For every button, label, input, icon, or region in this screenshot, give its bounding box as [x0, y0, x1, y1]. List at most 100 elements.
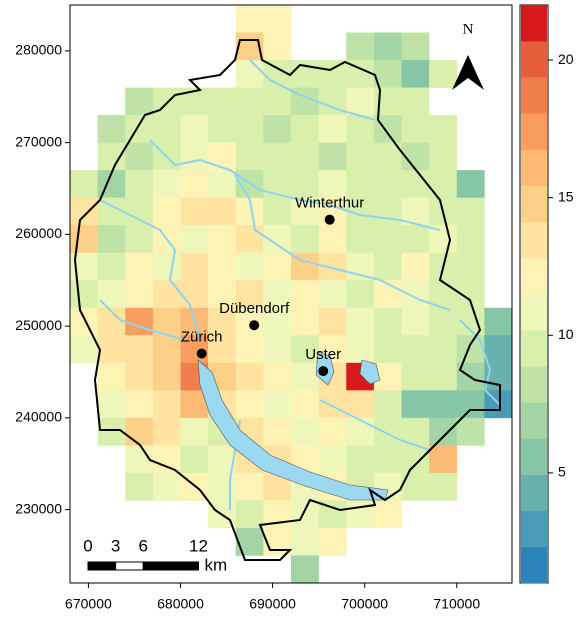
- grid-cell: [401, 32, 430, 61]
- scale-bar-label: 12: [189, 536, 208, 555]
- grid-cell: [70, 225, 98, 254]
- grid-cell: [291, 555, 319, 584]
- river: [249, 59, 376, 121]
- grid-cell: [373, 32, 402, 61]
- grid-cell: [152, 390, 181, 419]
- grid-cell: [291, 335, 319, 364]
- grid-cell: [346, 142, 375, 171]
- grid-cell: [97, 225, 126, 254]
- grid-cell: [97, 252, 126, 281]
- river: [459, 319, 501, 406]
- grid-cell: [401, 362, 430, 391]
- colorbar-band: [521, 41, 547, 78]
- grid-cell: [429, 445, 458, 474]
- city-point: [324, 214, 335, 225]
- colorbar-band: [521, 257, 547, 295]
- city-label: Zürich: [181, 329, 223, 346]
- grid-cell: [152, 115, 181, 143]
- grid-cell: [456, 170, 485, 198]
- grid-cell: [401, 307, 430, 336]
- grid-cell: [429, 225, 458, 254]
- grid-cell: [125, 87, 154, 116]
- river: [319, 399, 431, 451]
- grid-cell: [208, 115, 237, 143]
- grid-cell: [401, 390, 430, 419]
- grid-cell: [125, 252, 154, 281]
- grid-cell: [180, 445, 209, 474]
- scale-bar-segment: [87, 561, 117, 571]
- grid-cell: [429, 115, 458, 143]
- grid-cell: [346, 170, 375, 198]
- grid-cell: [291, 170, 319, 198]
- grid-cell: [484, 335, 513, 364]
- colorbar-tick-label: 5: [558, 464, 566, 480]
- grid-cell: [263, 335, 292, 364]
- grid-cell: [125, 362, 154, 391]
- colorbar-band: [521, 113, 547, 150]
- grid-cell: [180, 115, 209, 143]
- grid-cell: [235, 115, 264, 143]
- grid-cell: [97, 280, 126, 309]
- grid-cell: [401, 115, 430, 143]
- grid-cell: [125, 197, 154, 226]
- grid-cell: [291, 142, 319, 171]
- grid-cell: [263, 32, 292, 61]
- grid-cell: [125, 417, 154, 446]
- grid-cell: [401, 225, 430, 254]
- grid-cell: [263, 197, 292, 226]
- city-point: [249, 320, 260, 331]
- grid-cell: [125, 225, 154, 254]
- grid-cell: [263, 390, 292, 419]
- grid-cell: [125, 472, 154, 501]
- grid-cell: [346, 280, 375, 309]
- grid-cell: [152, 445, 181, 474]
- grid-cell: [125, 307, 154, 336]
- grid-cell: [401, 280, 430, 309]
- grid-cell: [70, 307, 98, 336]
- grid-cell: [125, 390, 154, 419]
- grid-cell: [291, 280, 319, 309]
- grid-cell: [125, 115, 154, 143]
- lakes: [197, 351, 389, 501]
- grid-cell: [456, 390, 485, 419]
- grid-cell: [97, 335, 126, 364]
- grid-cell: [456, 197, 485, 226]
- grid-cell: [235, 472, 264, 501]
- grid-cell: [401, 87, 430, 116]
- grid-cell: [346, 87, 375, 116]
- scale-bar-unit: km: [205, 555, 228, 574]
- grid-cell: [235, 500, 264, 529]
- grid-cell: [318, 445, 347, 474]
- plot-frame: [69, 4, 513, 584]
- grid-cell: [263, 307, 292, 336]
- grid-cell: [208, 87, 237, 116]
- colorbar-band: [521, 438, 547, 475]
- grid-cell: [373, 252, 402, 281]
- grid-cell: [429, 335, 458, 364]
- lake: [359, 359, 381, 385]
- y-tick-label: 250000: [15, 317, 62, 333]
- grid-cell: [263, 142, 292, 171]
- grid-cell: [70, 335, 98, 364]
- grid-cell: [208, 225, 237, 254]
- grid-cell: [429, 472, 458, 501]
- grid-cell: [208, 307, 237, 336]
- grid-cell: [373, 197, 402, 226]
- grid-cell: [152, 252, 181, 281]
- grid-cell: [318, 390, 347, 419]
- colorbar-band: [521, 330, 547, 367]
- scale-bar-label: 6: [139, 536, 148, 555]
- y-tick-label: 240000: [15, 409, 62, 425]
- grid-cell: [235, 307, 264, 336]
- grid-cell: [318, 280, 347, 309]
- grid-cell: [346, 500, 375, 529]
- colorbar-band: [521, 474, 547, 512]
- lake: [197, 359, 389, 501]
- grid-cell: [152, 280, 181, 309]
- grid-cell: [401, 335, 430, 364]
- grid-cell: [401, 60, 430, 88]
- grid-cell: [180, 170, 209, 198]
- grid-cell: [235, 280, 264, 309]
- grid-cell: [97, 390, 126, 419]
- grid-cell: [318, 417, 347, 446]
